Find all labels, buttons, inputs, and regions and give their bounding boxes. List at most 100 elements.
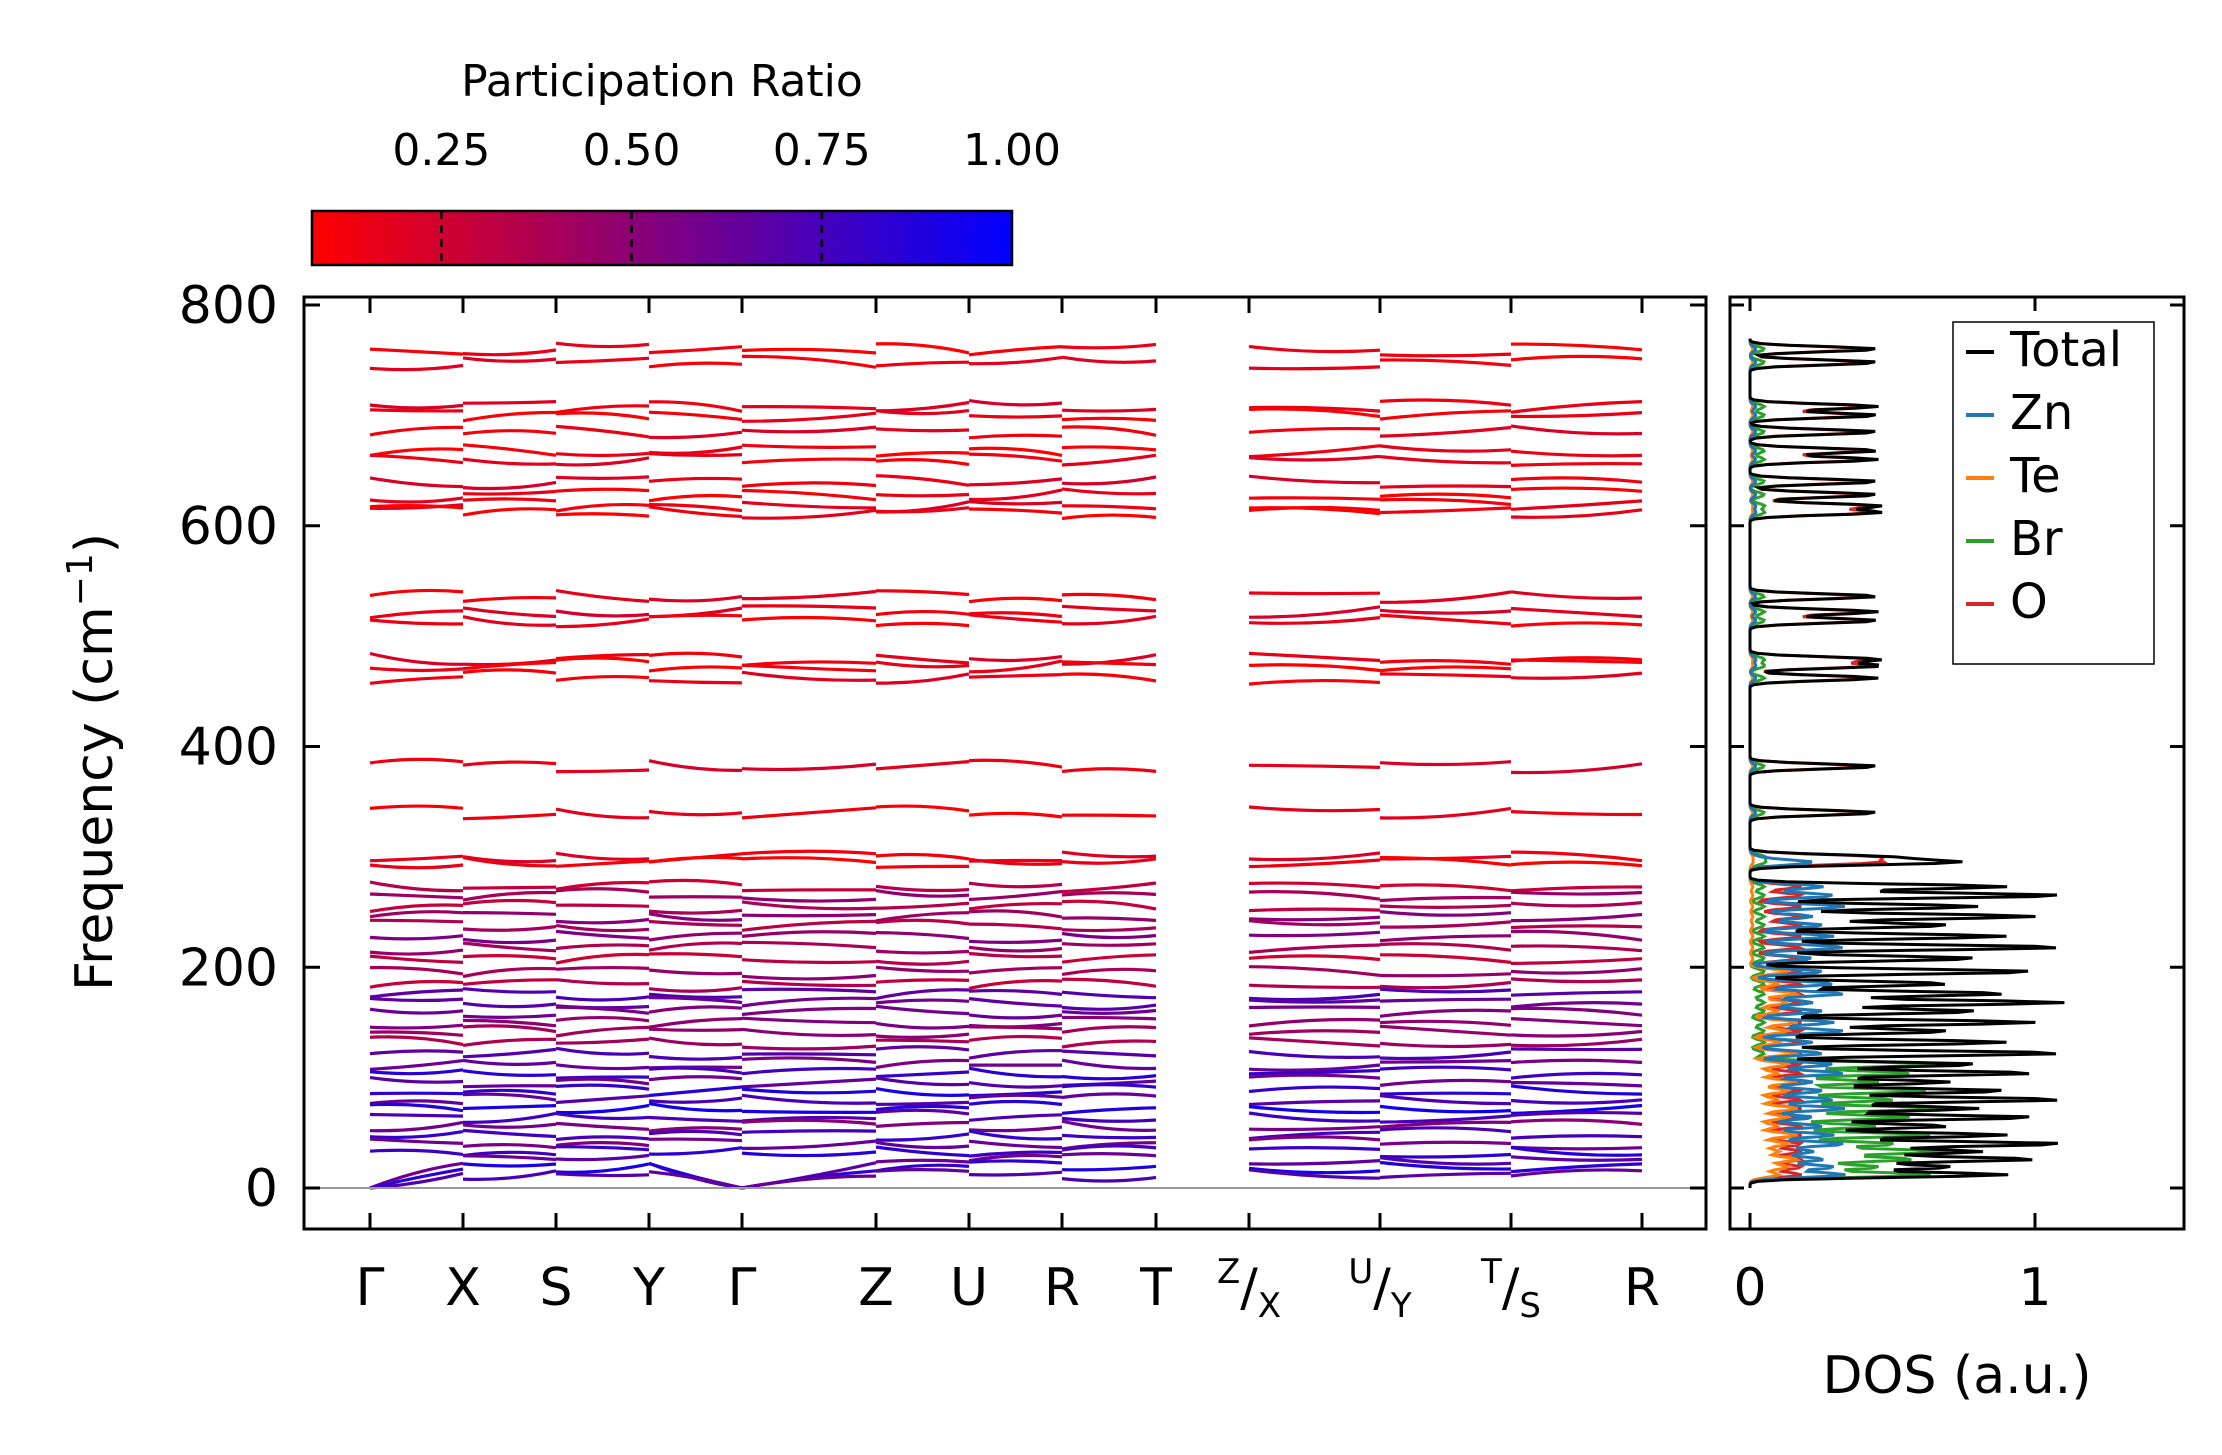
band-segment xyxy=(369,347,464,356)
band-segment xyxy=(555,952,650,965)
band-segment xyxy=(462,1143,557,1150)
band-segment xyxy=(648,952,743,959)
band-segment xyxy=(462,925,557,932)
band-segment xyxy=(968,997,1063,1008)
band-segment xyxy=(1061,407,1157,413)
band-segment xyxy=(1379,1008,1512,1018)
y-tick-label: 600 xyxy=(179,497,278,557)
band-segment xyxy=(648,679,743,685)
band-segment xyxy=(968,507,1063,515)
dos-x-ticks xyxy=(1748,297,2037,1229)
band-segment xyxy=(741,1150,877,1158)
band-segment xyxy=(648,1129,743,1137)
band-segment xyxy=(462,410,557,423)
band-segment xyxy=(741,411,877,423)
band-segment xyxy=(968,758,1063,769)
band-segment xyxy=(741,849,877,856)
band-segment xyxy=(1061,487,1157,496)
band-segment xyxy=(968,655,1063,663)
k-point-label: Γ xyxy=(728,1258,757,1318)
band-segment xyxy=(741,930,877,938)
band-segment xyxy=(1248,930,1381,938)
band-segment xyxy=(968,901,1063,911)
band-segment xyxy=(1248,663,1381,673)
band-segment xyxy=(1061,891,1157,897)
band-segment xyxy=(1379,497,1512,507)
band-segment xyxy=(741,404,877,411)
band-segment xyxy=(1510,944,1643,953)
band-segment xyxy=(555,929,650,940)
band-segment xyxy=(741,425,877,434)
colorbar-title: Participation Ratio xyxy=(461,56,863,107)
band-segment xyxy=(1061,926,1157,933)
band-segment xyxy=(741,1093,877,1105)
band-segment xyxy=(1510,860,1643,868)
band-segment xyxy=(648,1005,743,1014)
band-segment xyxy=(1510,762,1643,775)
band-segment xyxy=(648,908,743,915)
band-segment xyxy=(369,757,464,765)
y-axis-title: Frequency (cm−1) xyxy=(60,533,125,991)
band-segment xyxy=(1248,858,1381,869)
band-segment xyxy=(968,488,1063,502)
colorbar-gradient xyxy=(310,209,1014,267)
band-segment xyxy=(875,988,970,1001)
band-segment xyxy=(1510,671,1643,680)
band-segment xyxy=(369,954,464,964)
band-segment xyxy=(369,979,464,989)
band-segment xyxy=(741,508,877,520)
band-segment xyxy=(648,1066,743,1075)
band-segment xyxy=(555,965,650,971)
y-axis-tick-labels: 0 200 400 600 800 xyxy=(179,276,278,1219)
band-segment xyxy=(1510,1047,1643,1052)
band-segment xyxy=(741,973,877,981)
band-segment xyxy=(1061,857,1157,865)
band-segment xyxy=(1510,1017,1643,1028)
colorbar-tick-label: 0.25 xyxy=(392,125,490,176)
band-segment xyxy=(1379,1160,1512,1171)
band-segment xyxy=(1061,942,1157,947)
band-segment xyxy=(462,987,557,994)
band-segment xyxy=(968,1113,1063,1122)
band-segment xyxy=(462,1069,557,1077)
k-point-label: T xyxy=(1139,1258,1172,1318)
band-segment xyxy=(968,345,1063,357)
band-segment xyxy=(1248,919,1381,927)
band-segment xyxy=(648,919,743,927)
band-segment xyxy=(462,660,557,671)
band-segment xyxy=(648,613,743,619)
band-segment xyxy=(968,1099,1063,1107)
band-segment xyxy=(1061,416,1157,422)
band-segment xyxy=(1510,476,1643,484)
band-segment xyxy=(648,502,743,513)
band-segment xyxy=(1248,1073,1381,1080)
band-segment xyxy=(1510,411,1643,419)
band-segment xyxy=(968,1034,1063,1042)
band-segment xyxy=(462,855,557,868)
band-segment xyxy=(741,900,877,911)
band-segment xyxy=(369,918,464,924)
band-segment xyxy=(1510,424,1643,436)
band-segment xyxy=(875,804,970,813)
band-segment xyxy=(462,1128,557,1139)
band-segment xyxy=(648,452,743,457)
band-segment xyxy=(875,901,970,910)
band-segment xyxy=(1061,1003,1157,1011)
band-segment xyxy=(648,1054,743,1061)
band-segment xyxy=(875,965,970,974)
band-segment xyxy=(875,931,970,941)
band-segment xyxy=(1061,767,1157,774)
band-segment xyxy=(875,978,970,984)
band-segment xyxy=(741,615,877,623)
band-segment xyxy=(648,651,743,659)
band-segment xyxy=(1379,1171,1512,1180)
band-segment xyxy=(1510,810,1643,817)
band-segment xyxy=(968,979,1063,990)
band-segment xyxy=(648,992,743,999)
band-segment xyxy=(1248,1049,1381,1060)
band-segment xyxy=(1510,957,1643,965)
band-segment xyxy=(1061,881,1157,894)
band-segment xyxy=(1510,1155,1643,1162)
band-segment xyxy=(1248,943,1381,954)
band-segment xyxy=(875,1004,970,1016)
